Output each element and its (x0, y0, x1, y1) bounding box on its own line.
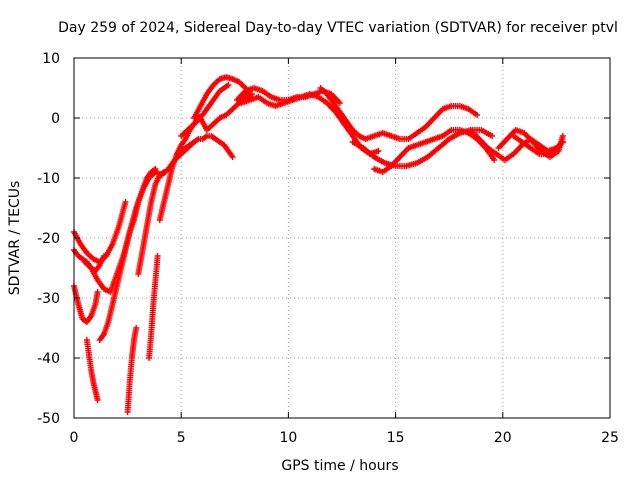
y-axis-label: SDTVAR / TECUs (7, 181, 23, 296)
data-point (559, 139, 566, 145)
axis-ticks (73, 57, 611, 419)
series-arc-16 (317, 85, 481, 142)
x-tick-label: 5 (177, 430, 186, 446)
data-point (225, 82, 232, 88)
series-arc-20 (495, 127, 566, 160)
series-arc-10 (156, 82, 232, 223)
data-point (375, 148, 382, 154)
data-point (122, 199, 129, 205)
y-tick-label: -50 (37, 411, 60, 427)
y-tick-label: 0 (51, 111, 60, 127)
x-axis-label: GPS time / hours (281, 458, 398, 474)
data-series (71, 74, 566, 415)
series-arc-3 (71, 283, 101, 325)
data-point (133, 325, 140, 331)
data-point (489, 133, 496, 139)
chart-title: Day 259 of 2024, Sidereal Day-to-day VTE… (58, 20, 618, 36)
x-tick-label: 25 (601, 430, 619, 446)
x-tick-label: 0 (70, 430, 79, 446)
series-arc-1 (71, 199, 129, 265)
series-arc-2 (71, 247, 108, 274)
y-tick-label: -40 (37, 351, 60, 367)
data-point (559, 133, 566, 139)
x-tick-label: 20 (494, 430, 512, 446)
data-point (161, 169, 168, 175)
x-axis-tick-labels: 0 5 10 15 20 25 (70, 430, 619, 446)
series-arc-9 (135, 169, 168, 277)
y-axis-tick-labels: -50 -40 -30 -20 -10 0 10 (37, 51, 60, 427)
y-tick-label: -20 (37, 231, 60, 247)
series-arc-13 (191, 74, 253, 121)
series-arc-7 (124, 325, 140, 415)
data-point (154, 253, 161, 259)
data-point (474, 112, 481, 118)
x-tick-label: 10 (279, 430, 297, 446)
data-point (491, 157, 498, 163)
y-tick-label: -10 (37, 171, 60, 187)
y-tick-label: 10 (42, 51, 60, 67)
data-point (101, 253, 108, 259)
data-point (336, 100, 343, 106)
data-point (229, 154, 236, 160)
series-arc-8 (146, 253, 161, 361)
y-tick-label: -30 (37, 291, 60, 307)
data-point (152, 166, 159, 172)
data-point (94, 397, 101, 403)
data-point (94, 289, 101, 295)
series-arc-21 (510, 133, 566, 157)
series-arc-6 (83, 337, 101, 403)
x-tick-label: 15 (387, 430, 405, 446)
series-arc-11 (173, 133, 236, 160)
series-arc-5 (96, 166, 159, 343)
